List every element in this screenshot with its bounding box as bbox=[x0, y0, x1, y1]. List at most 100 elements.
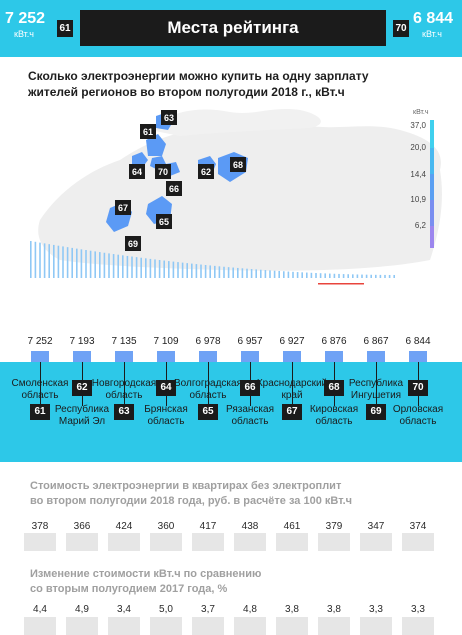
region-name-line2: область bbox=[231, 416, 269, 427]
distribution-bar bbox=[250, 269, 253, 278]
change-title: Изменение стоимости кВт.ч по сравнению с… bbox=[30, 567, 261, 597]
change-value-label: 3,8 bbox=[285, 604, 299, 615]
distribution-bar bbox=[122, 255, 124, 278]
ranking-bar bbox=[73, 351, 91, 362]
legend-tick: 20,0 bbox=[410, 143, 426, 152]
svg-text:67: 67 bbox=[118, 203, 128, 213]
ranking-value-label: 7 193 bbox=[69, 336, 95, 347]
distribution-bar bbox=[195, 264, 198, 278]
distribution-bar bbox=[214, 265, 216, 278]
region-name: Республика Ингушетия bbox=[340, 378, 412, 402]
distribution-bar bbox=[324, 273, 326, 278]
distribution-bar bbox=[310, 272, 313, 278]
ranking-bar bbox=[325, 351, 343, 362]
ranking-value-label: 6 876 bbox=[321, 336, 347, 347]
distribution-bar bbox=[370, 274, 372, 278]
distribution-bar bbox=[135, 257, 138, 278]
ranking-value-label: 7 109 bbox=[153, 336, 179, 347]
cost-bar bbox=[234, 533, 266, 551]
region-name-line2: Ингушетия bbox=[350, 390, 402, 401]
header-right-unit: кВт.ч bbox=[422, 29, 442, 39]
cost-value-label: 374 bbox=[409, 521, 427, 532]
region-rank-badge: 66 bbox=[240, 380, 260, 396]
distribution-bar bbox=[287, 271, 290, 278]
distribution-bar bbox=[319, 273, 322, 278]
change-title-line1: Изменение стоимости кВт.ч по сравнению bbox=[30, 568, 262, 580]
distribution-bar bbox=[388, 274, 391, 278]
map-label-69: 69 bbox=[125, 236, 141, 251]
region-name-line2: область bbox=[399, 416, 437, 427]
distribution-bar bbox=[108, 253, 110, 278]
region-name-line1: Рязанская bbox=[226, 404, 274, 415]
header-left-value: 7 252 bbox=[5, 10, 46, 27]
map-label-67: 67 bbox=[115, 200, 131, 215]
distribution-bar bbox=[80, 249, 83, 278]
change-value-label: 5,0 bbox=[159, 604, 173, 615]
svg-text:66: 66 bbox=[169, 184, 179, 194]
distribution-bar bbox=[384, 274, 386, 278]
cost-bar bbox=[318, 533, 350, 551]
distribution-bar bbox=[158, 260, 161, 278]
change-value-label: 3,3 bbox=[369, 604, 383, 615]
region-name-line2: область bbox=[315, 416, 353, 427]
ranking-bar bbox=[283, 351, 301, 362]
svg-text:62: 62 bbox=[201, 167, 211, 177]
region-rank-badge: 68 bbox=[324, 380, 344, 396]
region-rank-badge: 61 bbox=[30, 404, 50, 420]
distribution-bar bbox=[30, 241, 32, 278]
distribution-bar bbox=[241, 268, 244, 278]
distribution-bar bbox=[62, 246, 64, 278]
region-name-line1: Новгородская bbox=[91, 378, 157, 389]
region-name: Брянская область bbox=[130, 404, 202, 428]
distribution-bar bbox=[71, 247, 73, 278]
distribution-bar bbox=[149, 258, 152, 278]
distribution-bar bbox=[379, 274, 382, 278]
change-value-label: 3,7 bbox=[201, 604, 215, 615]
cost-bar bbox=[192, 533, 224, 551]
distribution-bar bbox=[39, 242, 41, 278]
distribution-bar bbox=[126, 255, 129, 278]
map-subtitle: Сколько электроэнергии можно купить на о… bbox=[28, 68, 428, 100]
cost-value-label: 378 bbox=[31, 521, 49, 532]
ranking-connector bbox=[292, 362, 293, 404]
distribution-bar bbox=[34, 241, 37, 278]
header-left-unit: кВт.ч bbox=[14, 29, 34, 39]
cost-title-line2: во втором полугодии 2018 года, руб. в ра… bbox=[30, 495, 353, 507]
region-name-line1: Брянская bbox=[144, 404, 188, 415]
map-label-66: 66 bbox=[166, 181, 182, 196]
cost-value-label: 424 bbox=[115, 521, 133, 532]
header-right-rank: 70 bbox=[393, 20, 409, 37]
map-label-62: 62 bbox=[198, 164, 214, 179]
distribution-bar bbox=[117, 254, 119, 278]
cost-value-label: 461 bbox=[283, 521, 301, 532]
region-rank-badge: 65 bbox=[198, 404, 218, 420]
ranking-bar bbox=[409, 351, 427, 362]
distribution-bar bbox=[329, 273, 331, 278]
header-left-rank: 61 bbox=[57, 20, 73, 37]
distribution-bar bbox=[145, 258, 147, 278]
cost-value-label: 366 bbox=[73, 521, 91, 532]
distribution-bar bbox=[338, 273, 340, 278]
map-label-68: 68 bbox=[230, 157, 246, 172]
legend-tick: 6,2 bbox=[415, 221, 427, 230]
change-value-label: 3,3 bbox=[411, 604, 425, 615]
distribution-bar bbox=[112, 254, 115, 278]
svg-text:68: 68 bbox=[233, 160, 243, 170]
map-subtitle-line1: Сколько электроэнергии можно купить на о… bbox=[28, 69, 369, 83]
distribution-bar bbox=[154, 259, 156, 278]
cost-value-label: 347 bbox=[367, 521, 385, 532]
map-label-61: 61 bbox=[140, 124, 156, 139]
region-rank-badge: 69 bbox=[366, 404, 386, 420]
region-name-line1: Орловская bbox=[392, 404, 444, 415]
change-value-label: 4,8 bbox=[243, 604, 257, 615]
region-name-line1: Республика bbox=[54, 404, 110, 415]
distribution-bar bbox=[66, 247, 69, 278]
ranking-value-label: 6 927 bbox=[279, 336, 305, 347]
distribution-bar bbox=[283, 271, 285, 278]
region-name: Смоленская область bbox=[4, 378, 76, 402]
change-bar bbox=[402, 617, 434, 635]
cost-bar bbox=[66, 533, 98, 551]
region-rank-badge: 67 bbox=[282, 404, 302, 420]
legend-step-4 bbox=[430, 200, 434, 226]
cost-title: Стоимость электроэнергии в квартирах без… bbox=[30, 479, 352, 509]
